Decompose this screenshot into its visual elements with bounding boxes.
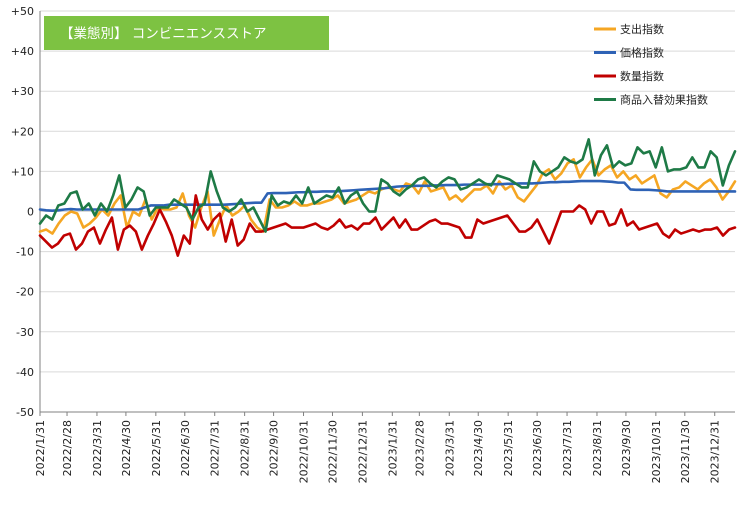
y-tick-label: +10 xyxy=(11,165,34,178)
y-tick-label: -20 xyxy=(16,286,34,299)
chart-title-background xyxy=(44,16,329,50)
chart-title-box: 【業態別】 コンビニエンスストア xyxy=(44,16,329,50)
legend-label: 数量指数 xyxy=(620,69,664,83)
y-tick-label: -40 xyxy=(16,366,34,379)
x-tick-label: 2022/2/28 xyxy=(61,420,74,476)
legend-label: 商品入替効果指数 xyxy=(620,93,708,107)
y-tick-label: -10 xyxy=(16,246,34,259)
legend-label: 価格指数 xyxy=(620,46,664,60)
y-tick-label: -30 xyxy=(16,326,34,339)
x-tick-label: 2023/2/28 xyxy=(413,420,426,476)
x-tick-label: 2022/7/31 xyxy=(209,420,222,476)
y-tick-label: +30 xyxy=(11,85,34,98)
y-tick-label: +40 xyxy=(11,45,34,58)
series-layer xyxy=(38,138,737,257)
series-line xyxy=(38,194,737,257)
series-line xyxy=(38,179,737,212)
x-tick-label: 2023/12/31 xyxy=(709,420,722,483)
x-tick-label: 2022/4/30 xyxy=(120,420,133,476)
chart-title: 【業態別】 コンビニエンスストア xyxy=(60,26,267,42)
x-tick-label: 2022/10/31 xyxy=(298,420,311,483)
x-tick-label: 2023/4/30 xyxy=(472,420,485,476)
x-tick-label: 2022/3/31 xyxy=(91,420,104,476)
x-tick-label: 2022/9/30 xyxy=(268,420,281,476)
legend-label: 支出指数 xyxy=(620,22,664,36)
x-tick-label: 2023/10/31 xyxy=(650,420,663,483)
x-tick-labels: 2022/1/31 2022/2/28 2022/3/31 2022/4/30 2022… xyxy=(34,412,722,483)
y-tick-label: 0 xyxy=(27,206,34,219)
y-tick-label: +20 xyxy=(11,125,34,138)
series-line xyxy=(38,138,737,233)
x-tick-label: 2023/8/31 xyxy=(591,420,604,476)
x-tick-label: 2022/6/30 xyxy=(179,420,192,476)
x-tick-label: 2022/8/31 xyxy=(239,420,252,476)
y-tick-label: +50 xyxy=(11,5,34,18)
x-tick-label: 2022/12/31 xyxy=(356,420,369,483)
x-tick-label: 2023/11/30 xyxy=(679,420,692,483)
y-tick-labels: +50 +40 +30 +20 +10 0 -10 -20 -30 -40 -50 xyxy=(11,5,34,419)
x-tick-label: 2022/5/31 xyxy=(150,420,163,476)
x-tick-label: 2023/1/31 xyxy=(386,420,399,476)
x-tick-label: 2023/9/30 xyxy=(620,420,633,476)
x-tick-label: 2023/6/30 xyxy=(531,420,544,476)
x-tick-label: 2022/11/30 xyxy=(326,420,339,483)
x-tick-label: 2022/1/31 xyxy=(34,420,47,476)
x-tick-label: 2023/5/31 xyxy=(502,420,515,476)
x-tick-label: 2023/3/31 xyxy=(443,420,456,476)
y-tick-label: -50 xyxy=(16,406,34,419)
x-tick-label: 2023/7/31 xyxy=(561,420,574,476)
